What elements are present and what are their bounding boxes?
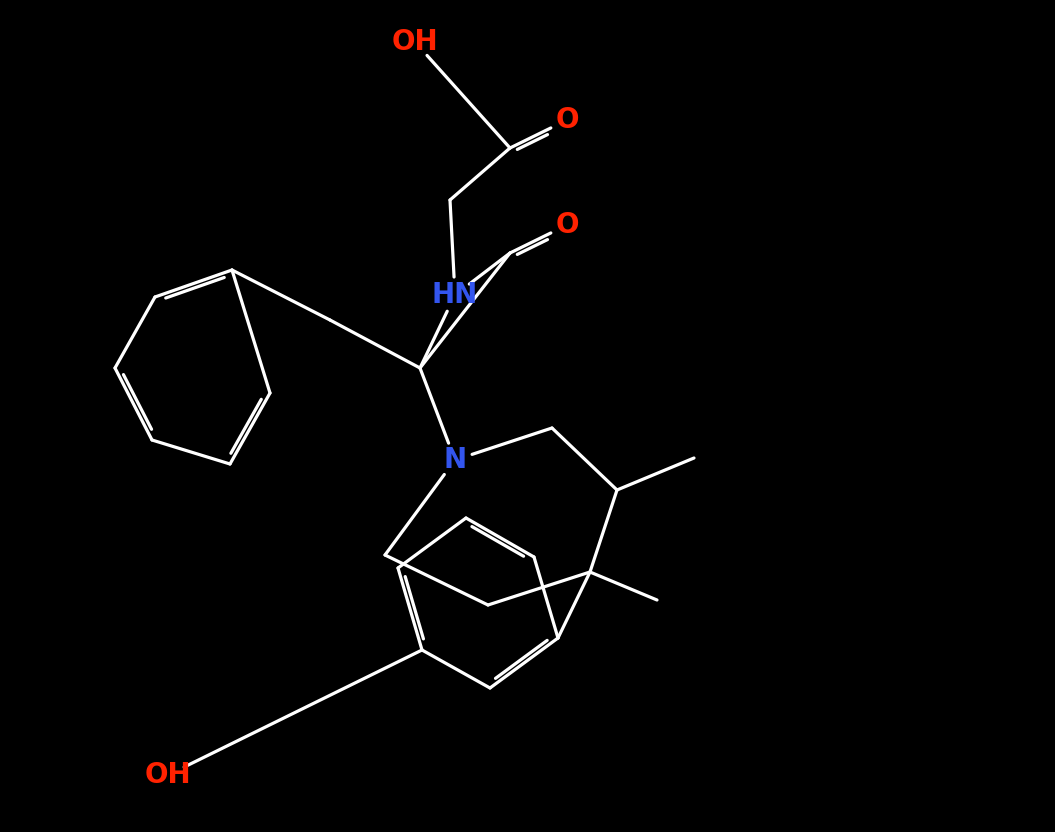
Text: O: O [555, 211, 579, 239]
Text: OH: OH [391, 28, 438, 56]
Text: OH: OH [145, 761, 191, 789]
Text: O: O [555, 106, 579, 134]
Text: N: N [443, 446, 466, 474]
Text: HN: HN [431, 281, 478, 309]
